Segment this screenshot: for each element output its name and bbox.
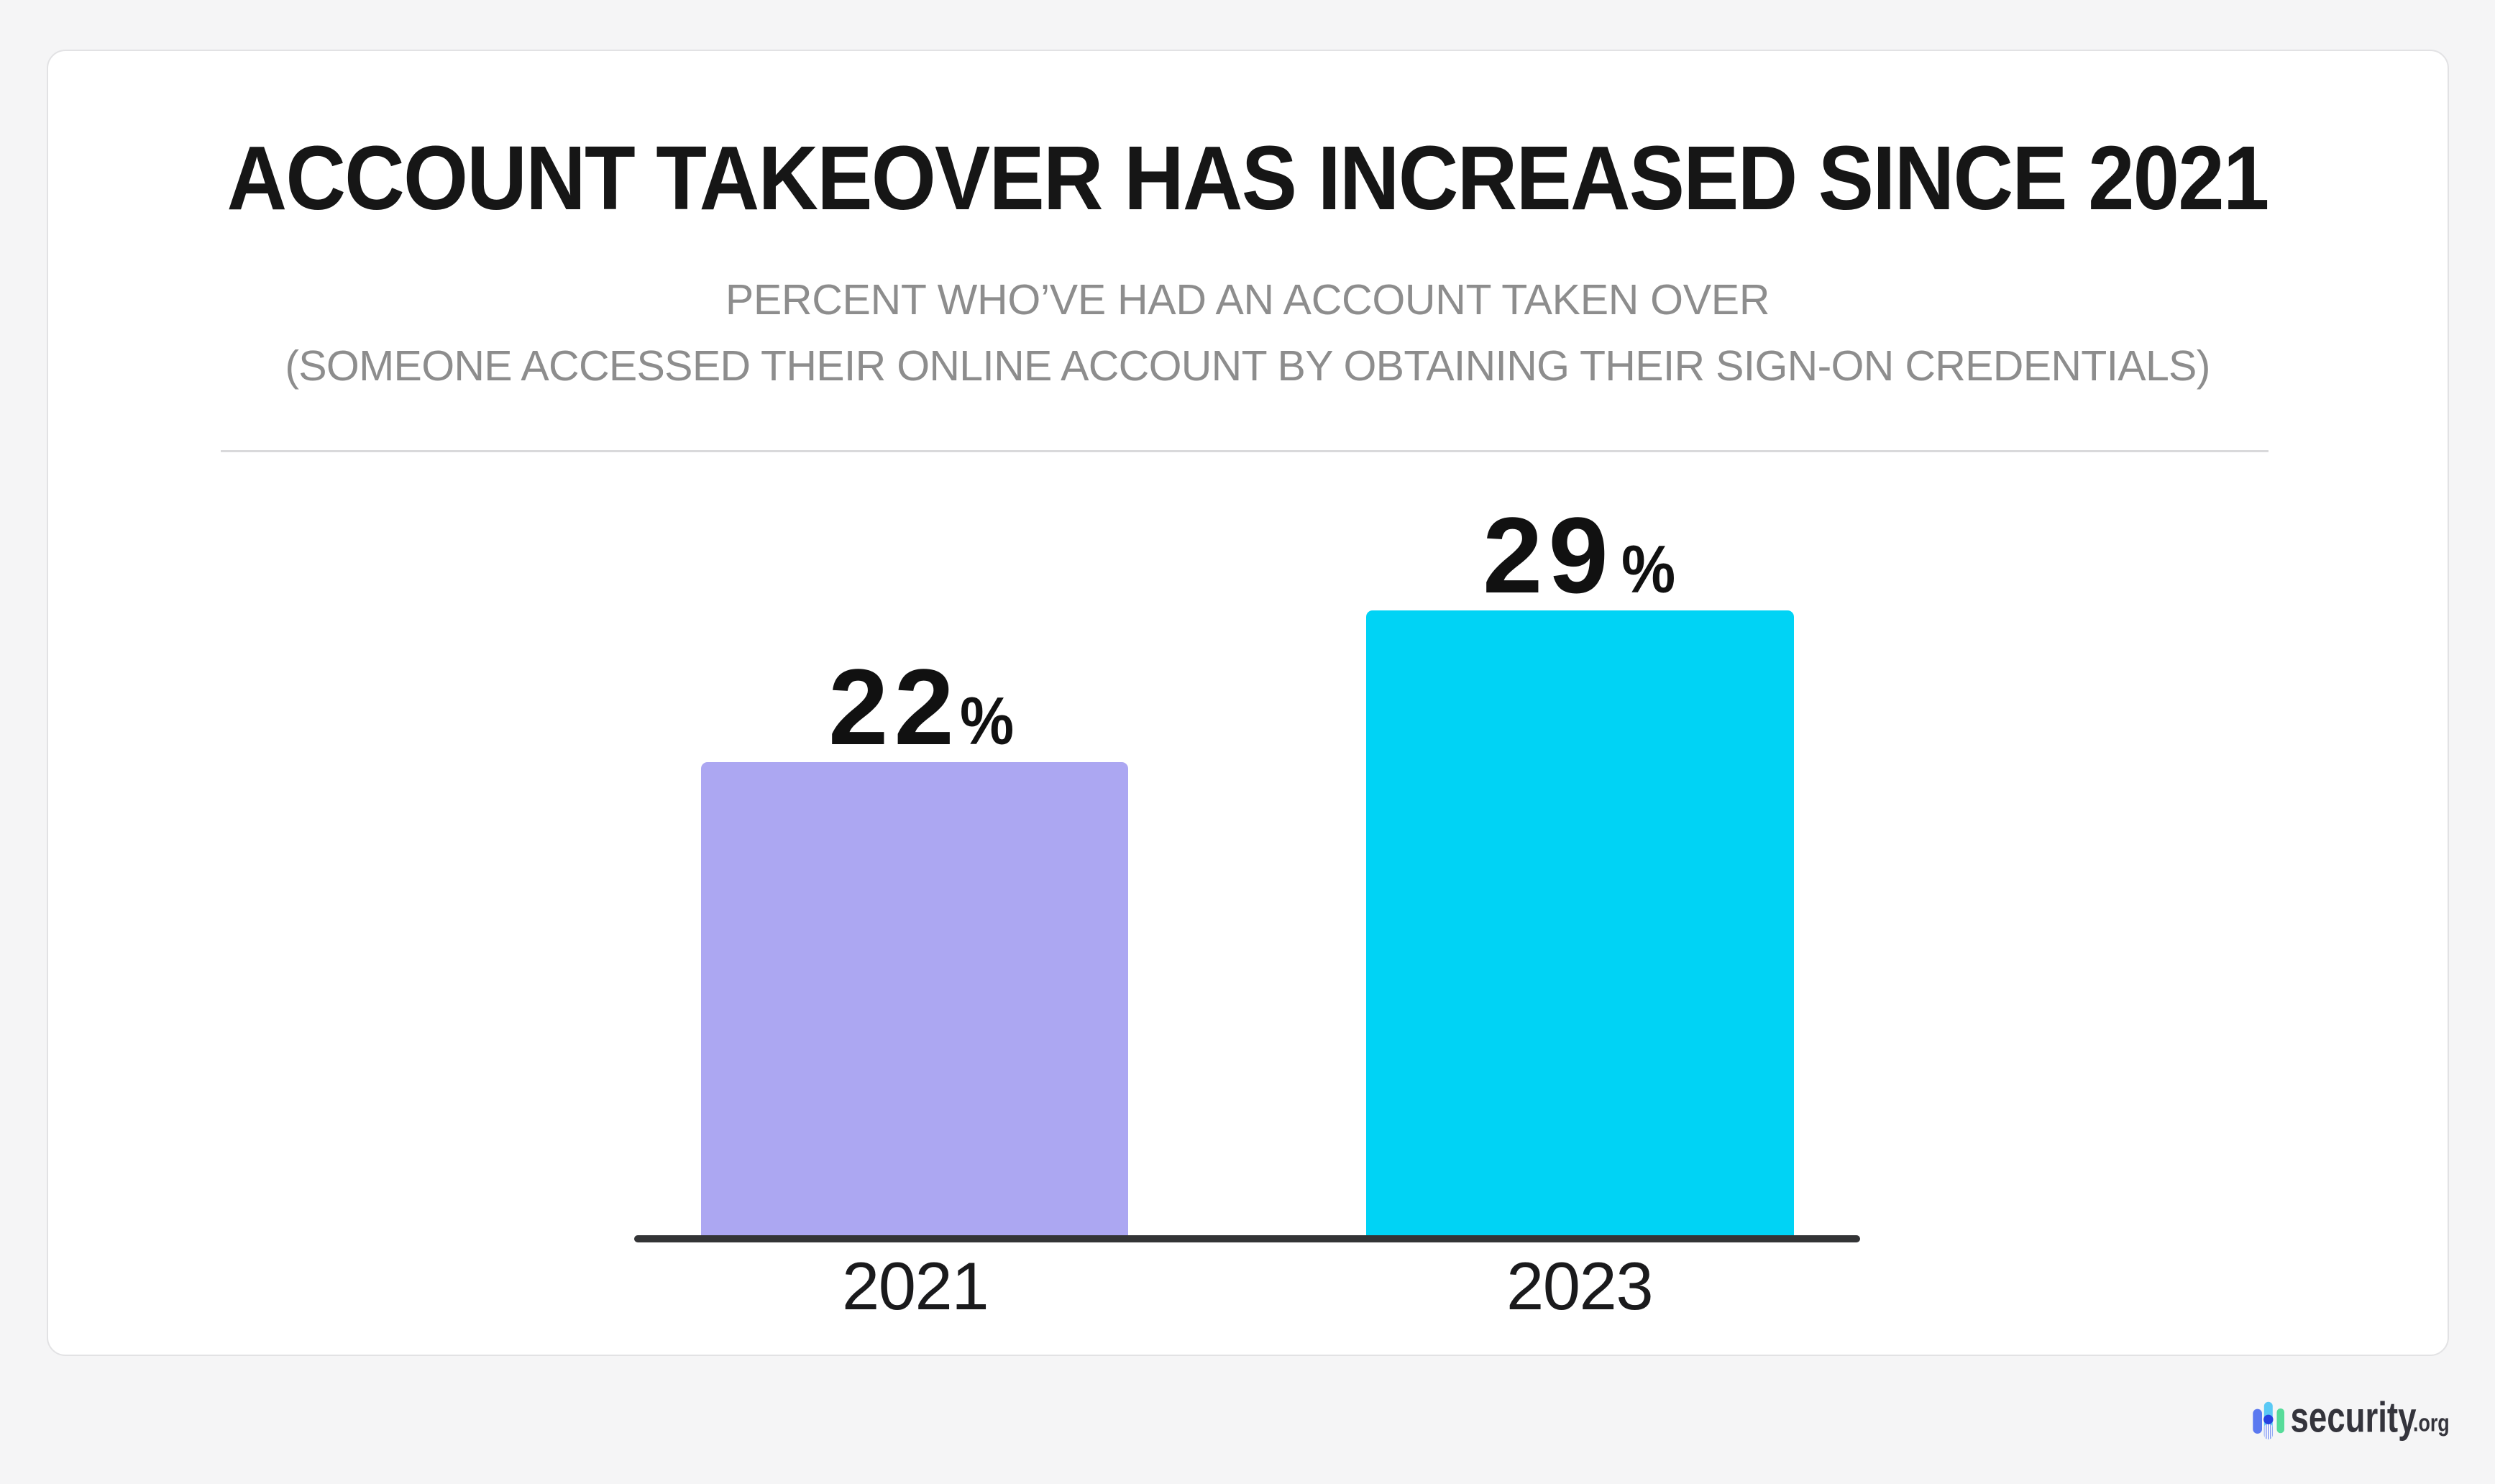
- svg-text:security: security: [2291, 1398, 2417, 1442]
- svg-text:.org: .org: [2413, 1410, 2450, 1437]
